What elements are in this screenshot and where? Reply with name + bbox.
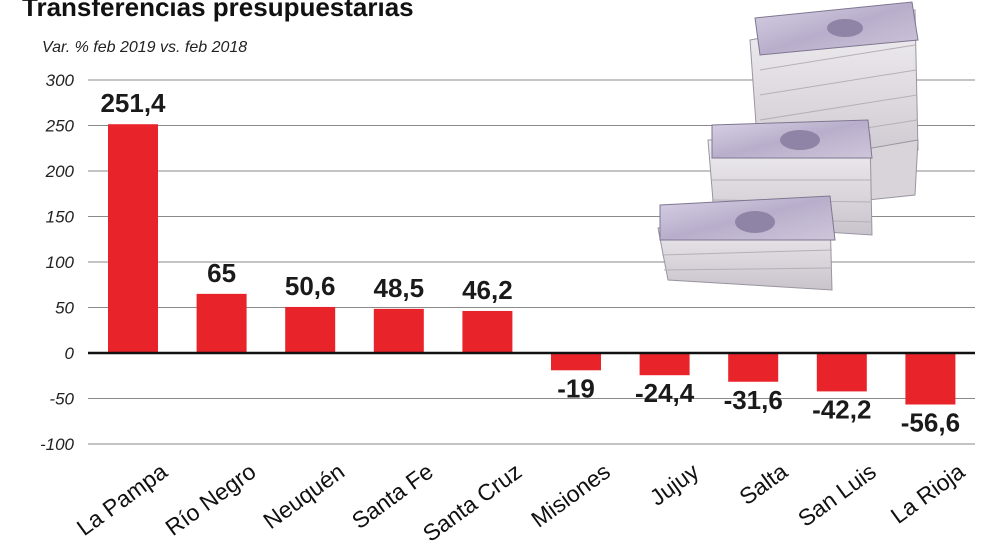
data-labels: 251,4 65 50,6 48,5 46,2 -19 -24,4 -31,6 -42,2 -56…: [100, 88, 960, 437]
data-label: -24,4: [635, 378, 695, 408]
x-tick-label: Santa Cruz: [418, 458, 526, 547]
bar: [639, 353, 690, 376]
banknote-stack-front: [657, 195, 836, 291]
y-tick-label: -100: [40, 435, 75, 454]
y-tick-label: -50: [49, 390, 74, 409]
x-tick-label: Neuquén: [258, 458, 349, 534]
bar: [196, 293, 247, 353]
data-label: 48,5: [373, 273, 424, 303]
bars: [108, 124, 956, 405]
data-label: -31,6: [724, 385, 783, 415]
y-tick-label: 200: [45, 162, 75, 181]
bar: [728, 353, 779, 382]
data-label: 251,4: [100, 88, 166, 118]
bar: [108, 124, 158, 353]
y-tick-label: 300: [46, 71, 75, 90]
y-tick-label: 100: [46, 253, 75, 272]
x-tick-label: Jujuy: [645, 458, 704, 511]
chart-title: Transferencias presupuestarias: [22, 0, 414, 22]
bar: [905, 353, 956, 405]
y-tick-label: 50: [55, 299, 74, 318]
bar: [462, 310, 513, 353]
data-label: -19: [557, 373, 595, 403]
data-label: 65: [207, 258, 236, 288]
data-label: 50,6: [285, 271, 336, 301]
y-tick-label: 150: [46, 208, 75, 227]
bar: [551, 353, 601, 371]
banknotes-illustration: [657, 1, 919, 291]
chart-subtitle: Var. % feb 2019 vs. feb 2018: [42, 39, 247, 56]
y-tick-label: 250: [45, 117, 75, 136]
data-label: -42,2: [812, 394, 871, 424]
x-tick-label: Salta: [734, 458, 792, 510]
y-axis-ticks: 300 250 200 150 100 50 0 -50 -100: [40, 71, 75, 454]
x-tick-label: La Pampa: [72, 458, 172, 541]
bar: [373, 308, 424, 353]
bar: [816, 353, 867, 392]
y-tick-label: 0: [65, 344, 75, 363]
x-tick-label: La Rioja: [886, 458, 970, 529]
x-tick-label: Misiones: [526, 458, 615, 532]
x-tick-label: Río Negro: [160, 458, 260, 541]
data-label: 46,2: [462, 275, 513, 305]
data-label: -56,6: [901, 408, 960, 438]
bar: [285, 306, 336, 353]
x-tick-label: San Luis: [793, 458, 881, 532]
